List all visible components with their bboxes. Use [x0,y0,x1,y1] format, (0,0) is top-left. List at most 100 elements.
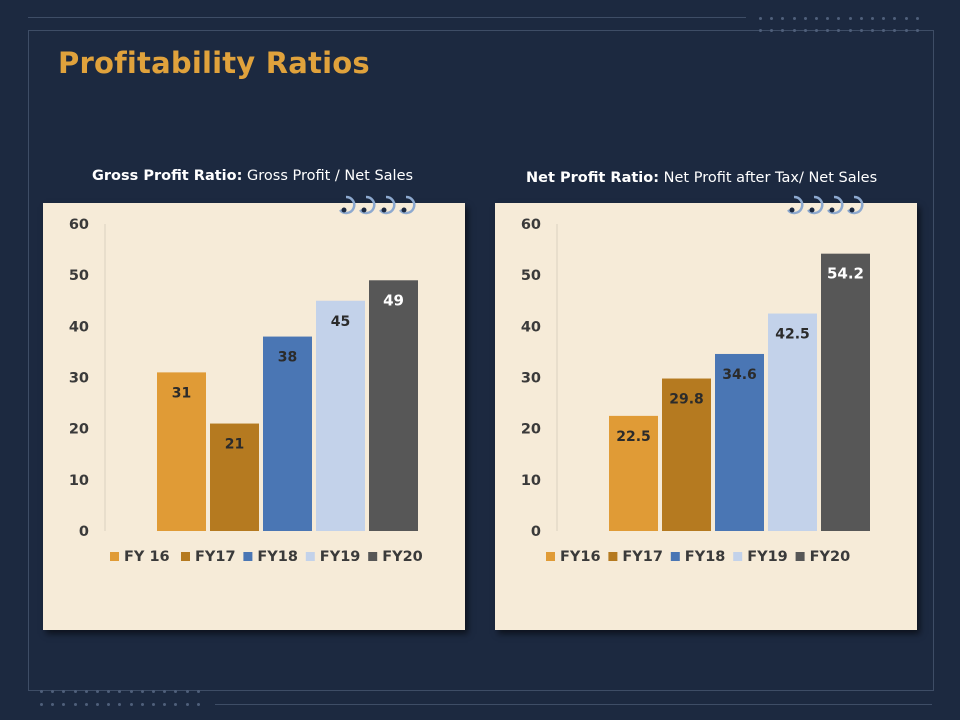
frame-top-line-2 [28,30,934,31]
chart-2-heading: Net Profit Ratio: Net Profit after Tax/ … [526,170,877,186]
frame-right-line [933,30,934,690]
decorative-dot [129,690,133,693]
decorative-dot [96,703,99,706]
data-label: 38 [278,350,297,366]
decorative-dot [759,29,762,32]
y-tick-label: 60 [521,217,541,233]
y-tick-label: 40 [521,319,541,335]
decorative-dot [837,29,841,32]
bar-fy20 [369,280,418,531]
bar-fy20 [821,253,870,531]
legend-label: FY17 [622,549,663,565]
page-title: Profitability Ratios [58,46,370,80]
decorative-dot [196,703,200,706]
decorative-dot [837,17,841,20]
decorative-dot [803,29,807,32]
decorative-dot [915,29,919,32]
decorative-dot [51,703,55,706]
decorative-dot [904,29,908,32]
decorative-dot [781,17,785,20]
bar-fy18 [263,336,312,531]
y-tick-label: 60 [69,217,89,233]
decorative-dot [140,703,144,706]
decorative-dot [163,690,167,693]
decorative-dot [792,29,796,32]
decorative-dot [871,17,874,20]
decorative-dot [140,690,144,693]
data-label: 45 [331,314,350,330]
legend-swatch-fy19 [305,552,315,561]
decorative-dot [904,17,908,20]
decorative-dot [871,29,874,32]
decorative-dot [152,703,155,706]
binder-rings-icon [787,195,864,215]
decorative-dot [40,703,43,706]
data-label: 22.5 [616,429,651,445]
data-label: 42.5 [775,327,810,343]
binder-rings-icon [339,195,416,215]
bar-fy17 [210,423,259,531]
chart-1-heading: Gross Profit Ratio: Gross Profit / Net S… [92,168,413,184]
bar-fy18 [715,353,764,531]
y-tick-label: 30 [521,371,541,387]
y-tick-label: 10 [69,473,89,489]
chart-1-plot: 0 10 20 30 40 50 60 31 21 38 45 49 FY 16 FY17 FY18 FY19… [69,217,423,565]
chart-1-card: 0 10 20 30 40 50 60 31 21 38 45 49 FY 16 FY17 FY18 FY19… [43,203,465,630]
y-tick-label: 20 [69,422,89,438]
frame-bottom-line-2 [215,704,932,705]
decorative-dot [893,17,897,20]
legend-label: FY20 [810,549,851,565]
data-label: 34.6 [722,367,757,383]
decorative-dot [815,29,818,32]
legend-label: FY18 [257,549,298,565]
decorative-dot [118,703,122,706]
bar-fy19 [768,313,817,531]
decorative-dot [84,703,88,706]
decorative-dot [51,690,55,693]
chart-2-card: 0 10 20 30 40 50 60 22.5 29.8 34.6 42.5 54.2 FY16 FY1… [495,203,917,630]
decorative-dot [107,703,111,706]
decorative-dot [848,29,852,32]
y-tick-label: 40 [69,319,89,335]
chart-2-heading-bold: Net Profit Ratio: [526,170,660,186]
decorative-dot [882,17,886,20]
decorative-dot [803,17,807,20]
decorative-dot [84,690,88,693]
legend-label: FY19 [320,549,361,565]
frame-bottom-line [28,690,934,691]
legend-swatch-fy18 [670,552,680,561]
legend-swatch-fy17 [608,552,618,561]
legend-swatch-fy20 [368,552,378,561]
decorative-dot [882,29,886,32]
decorative-dot [73,703,77,706]
decorative-dot [96,690,99,693]
legend-swatch-fy16 [110,552,119,561]
chart-1-heading-rest: Gross Profit / Net Sales [242,168,414,184]
y-tick-label: 0 [531,524,541,540]
decorative-dot [185,703,189,706]
legend-label: FY17 [195,549,236,565]
decorative-dot [781,29,785,32]
decorative-dot [859,17,863,20]
data-label: 29.8 [669,392,704,408]
decorative-dot [174,690,178,693]
legend-label: FY20 [382,549,423,565]
data-label: 49 [383,291,404,309]
data-label: 54.2 [827,265,864,283]
legend-swatch-fy18 [243,552,253,561]
decorative-dot [196,690,200,693]
legend-swatch-fy16 [546,552,555,561]
decorative-dot [759,17,762,20]
y-tick-label: 30 [69,371,89,387]
decorative-dot [40,690,43,693]
decorative-dot [770,17,774,20]
decorative-dot [129,703,133,706]
decorative-dot [859,29,863,32]
chart-1-heading-bold: Gross Profit Ratio: [92,168,243,184]
bar-fy17 [662,378,711,531]
decorative-dot [848,17,852,20]
decorative-dot [915,17,919,20]
data-label: 21 [225,437,244,453]
decorative-dot [792,17,796,20]
legend-label: FY 16 [124,549,170,565]
